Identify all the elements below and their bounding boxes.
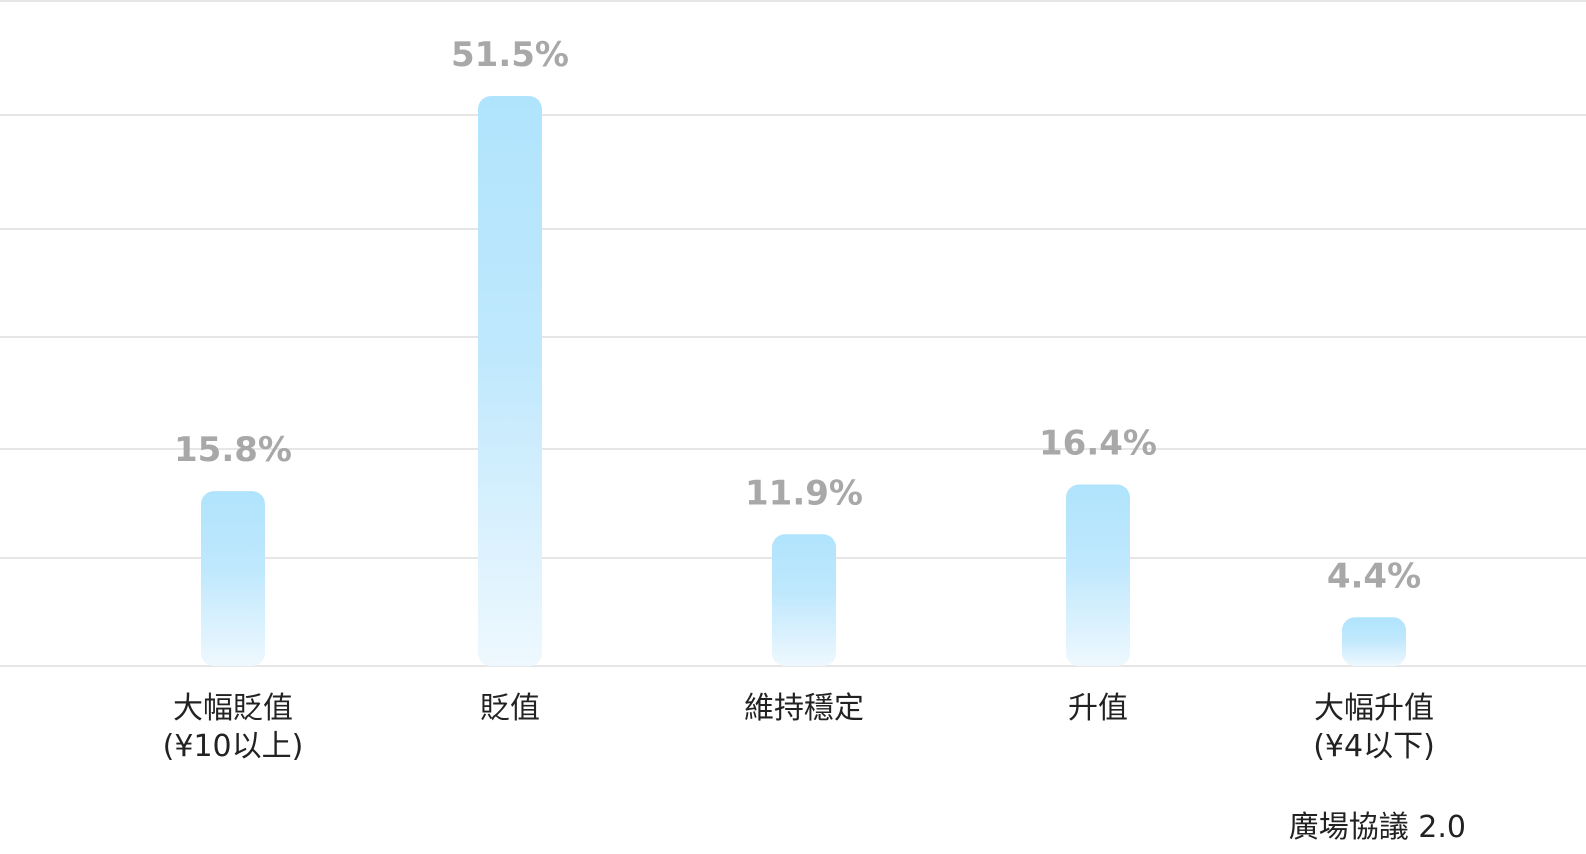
category-label: 貶值: [480, 691, 540, 726]
bars: [201, 96, 1406, 666]
category-label: (¥4以下): [1313, 729, 1435, 764]
value-label: 51.5%: [451, 35, 569, 75]
bar: [1342, 617, 1406, 666]
category-label: 大幅貶值: [173, 691, 293, 726]
value-label: 15.8%: [174, 430, 292, 470]
category-label: 大幅升值: [1314, 691, 1434, 726]
category-labels: 大幅貶值(¥10以上) 貶值 維持穩定 升值 大幅升值(¥4以下): [163, 691, 1435, 764]
bar: [772, 534, 836, 666]
bar: [478, 96, 542, 666]
value-label: 11.9%: [745, 473, 863, 513]
category-label: (¥10以上): [163, 729, 304, 764]
category-label: 升值: [1068, 691, 1128, 726]
value-label: 16.4%: [1039, 423, 1157, 463]
category-label: 維持穩定: [744, 691, 864, 726]
bar: [1066, 484, 1130, 666]
bar: [201, 491, 265, 666]
value-label: 4.4%: [1327, 556, 1421, 596]
source-label: 廣場協議 2.0: [1288, 810, 1466, 845]
value-labels: 15.8% 51.5% 11.9% 16.4% 4.4%: [174, 35, 1421, 596]
